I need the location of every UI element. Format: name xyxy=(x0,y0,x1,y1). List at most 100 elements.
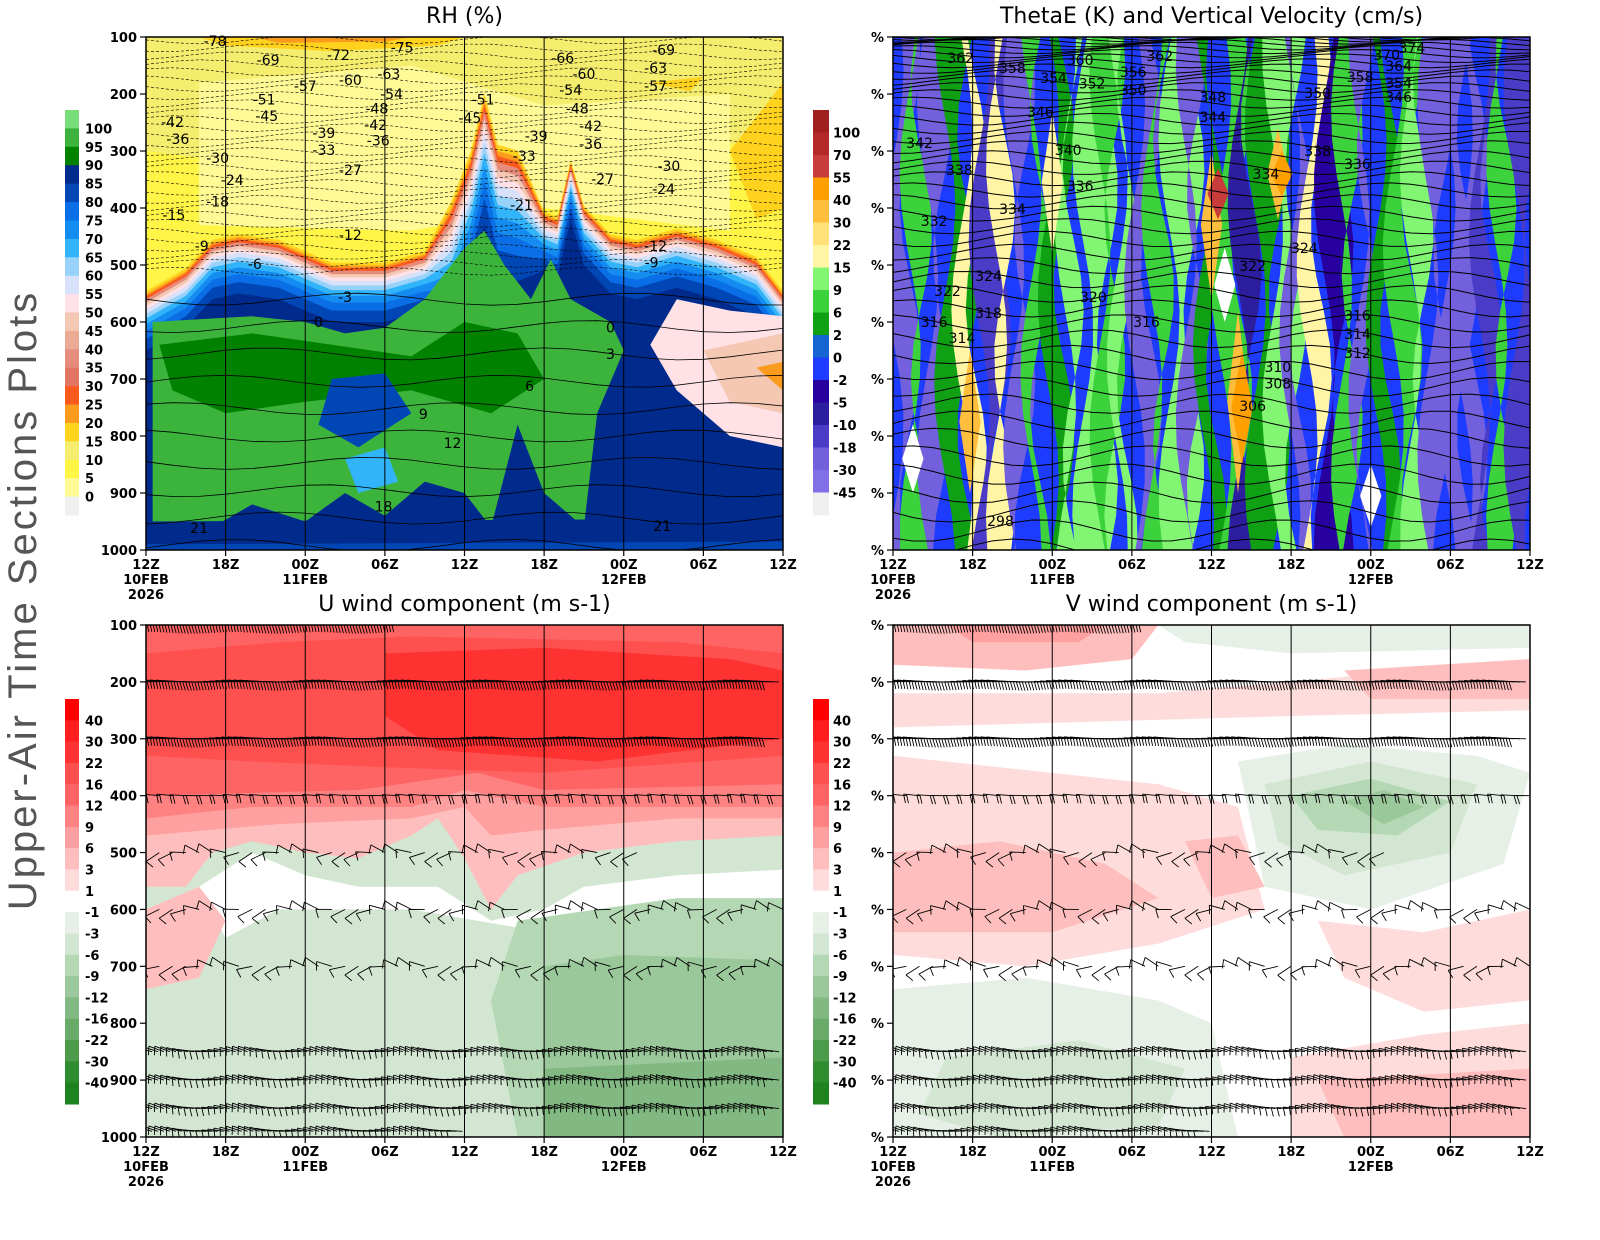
contour-label: 308 xyxy=(1264,377,1291,393)
wind-barb-feather xyxy=(877,1105,878,1114)
y-tick-label: 400 xyxy=(110,790,137,805)
x-year-label: 2026 xyxy=(128,1175,164,1190)
contour-label: -42 xyxy=(364,118,387,134)
colorbar-swatch xyxy=(65,827,79,849)
colorbar-label: 6 xyxy=(833,307,842,322)
colorbar-label: 55 xyxy=(85,288,103,303)
colorbar-swatch xyxy=(65,239,79,258)
colorbar-label: 70 xyxy=(833,149,851,164)
y-tick-label: % xyxy=(871,619,884,634)
colorbar-swatch xyxy=(813,313,829,336)
colorbar-label: -18 xyxy=(833,442,857,457)
contour-label: -63 xyxy=(377,67,400,83)
colorbar-label: 9 xyxy=(833,284,842,299)
y-tick-label: % xyxy=(871,960,884,975)
colorbar-swatch xyxy=(813,784,829,806)
y-tick-label: % xyxy=(871,259,884,274)
contour-label: -66 xyxy=(551,51,574,67)
contour-label: -60 xyxy=(339,73,362,89)
contour-label: -39 xyxy=(312,126,335,142)
colorbar-label: 90 xyxy=(85,159,103,174)
colorbar-label: 12 xyxy=(833,800,851,815)
y-tick-label: 100 xyxy=(110,31,137,46)
contour-label: 350 xyxy=(1120,83,1147,99)
contour-label: 336 xyxy=(1067,179,1094,195)
wind-barb-feather xyxy=(957,849,958,858)
contour-label: 358 xyxy=(1347,70,1374,86)
contour-label: -36 xyxy=(367,134,390,150)
colorbar-label: 30 xyxy=(85,380,103,395)
colorbar-swatch xyxy=(813,268,829,291)
wind-barb-shaft xyxy=(130,1049,146,1052)
x-tick-label: 18Z xyxy=(1277,558,1305,573)
colorbar-label: -3 xyxy=(833,927,847,942)
colorbar-swatch xyxy=(813,380,829,403)
colorbar-swatch xyxy=(65,405,79,424)
x-year-label: 2026 xyxy=(128,588,164,603)
y-tick-label: 300 xyxy=(110,145,137,160)
contour-label: 332 xyxy=(921,214,948,230)
colorbar-label: -3 xyxy=(85,927,99,942)
colorbar-label: 22 xyxy=(833,239,851,254)
contour-label: -33 xyxy=(513,149,536,165)
contour-label: 342 xyxy=(906,136,933,152)
colorbar-label: -30 xyxy=(833,1055,857,1070)
colorbar-swatch xyxy=(65,870,79,892)
wind-barb-shaft xyxy=(877,1049,893,1052)
colorbar-label: 70 xyxy=(85,233,103,248)
x-date-label: 10FEB xyxy=(123,573,169,588)
wind-barb-feather xyxy=(210,849,211,858)
y-tick-label: 200 xyxy=(110,676,137,691)
colorbar-swatch xyxy=(813,976,829,998)
chart-title: V wind component (m s-1) xyxy=(1066,592,1358,617)
chart-title: RH (%) xyxy=(426,4,503,29)
colorbar-swatch xyxy=(813,335,829,358)
colorbar-label: 30 xyxy=(85,736,103,751)
y-tick-label: % xyxy=(871,88,884,103)
x-date-label: 11FEB xyxy=(1029,573,1075,588)
colorbar-label: 9 xyxy=(85,821,94,836)
colorbar-swatch xyxy=(65,276,79,295)
y-tick-label: 400 xyxy=(110,202,137,217)
colorbar-swatch xyxy=(813,223,829,246)
contour-label: 336 xyxy=(1344,157,1371,173)
colorbar-label: -9 xyxy=(833,970,847,985)
colorbar-label: 100 xyxy=(85,122,112,137)
contour-label: 322 xyxy=(1239,259,1266,275)
colorbar-swatch xyxy=(65,1083,79,1105)
colorbar-swatch xyxy=(65,891,79,913)
contour-label: 322 xyxy=(934,284,961,300)
colorbar-label: 30 xyxy=(833,217,851,232)
colorbar-label: -6 xyxy=(85,949,99,964)
x-tick-label: 06Z xyxy=(1437,1145,1465,1160)
colorbar-label: -45 xyxy=(833,487,857,502)
colorbar-swatch xyxy=(65,257,79,276)
wind-barb-feather xyxy=(931,906,932,915)
wind-barb-feather xyxy=(877,1049,878,1058)
colorbar-label: 20 xyxy=(85,417,103,432)
colorbar-label: 95 xyxy=(85,141,103,156)
colorbar-swatch xyxy=(813,1083,829,1105)
colorbar-swatch xyxy=(65,294,79,313)
colorbar-label: -30 xyxy=(833,464,857,479)
colorbar-swatch xyxy=(813,133,829,156)
x-tick-label: 12Z xyxy=(879,558,907,573)
colorbar-swatch xyxy=(65,1019,79,1041)
contour-label: -72 xyxy=(327,48,350,64)
y-tick-label: 600 xyxy=(110,903,137,918)
contour-label: 6 xyxy=(525,379,534,395)
x-tick-label: 06Z xyxy=(371,1145,399,1160)
contour-label: 348 xyxy=(1199,90,1226,106)
colorbar-label: 6 xyxy=(833,842,842,857)
colorbar-swatch xyxy=(65,997,79,1019)
colorbar-swatch xyxy=(813,742,829,764)
colorbar-swatch xyxy=(813,448,829,471)
contour-label: -69 xyxy=(652,43,675,59)
colorbar-swatch xyxy=(813,827,829,849)
contour-label: 3 xyxy=(606,347,615,363)
y-tick-label: 700 xyxy=(110,960,137,975)
colorbar-swatch xyxy=(65,912,79,934)
colorbar-swatch xyxy=(813,155,829,178)
x-tick-label: 18Z xyxy=(212,1145,240,1160)
